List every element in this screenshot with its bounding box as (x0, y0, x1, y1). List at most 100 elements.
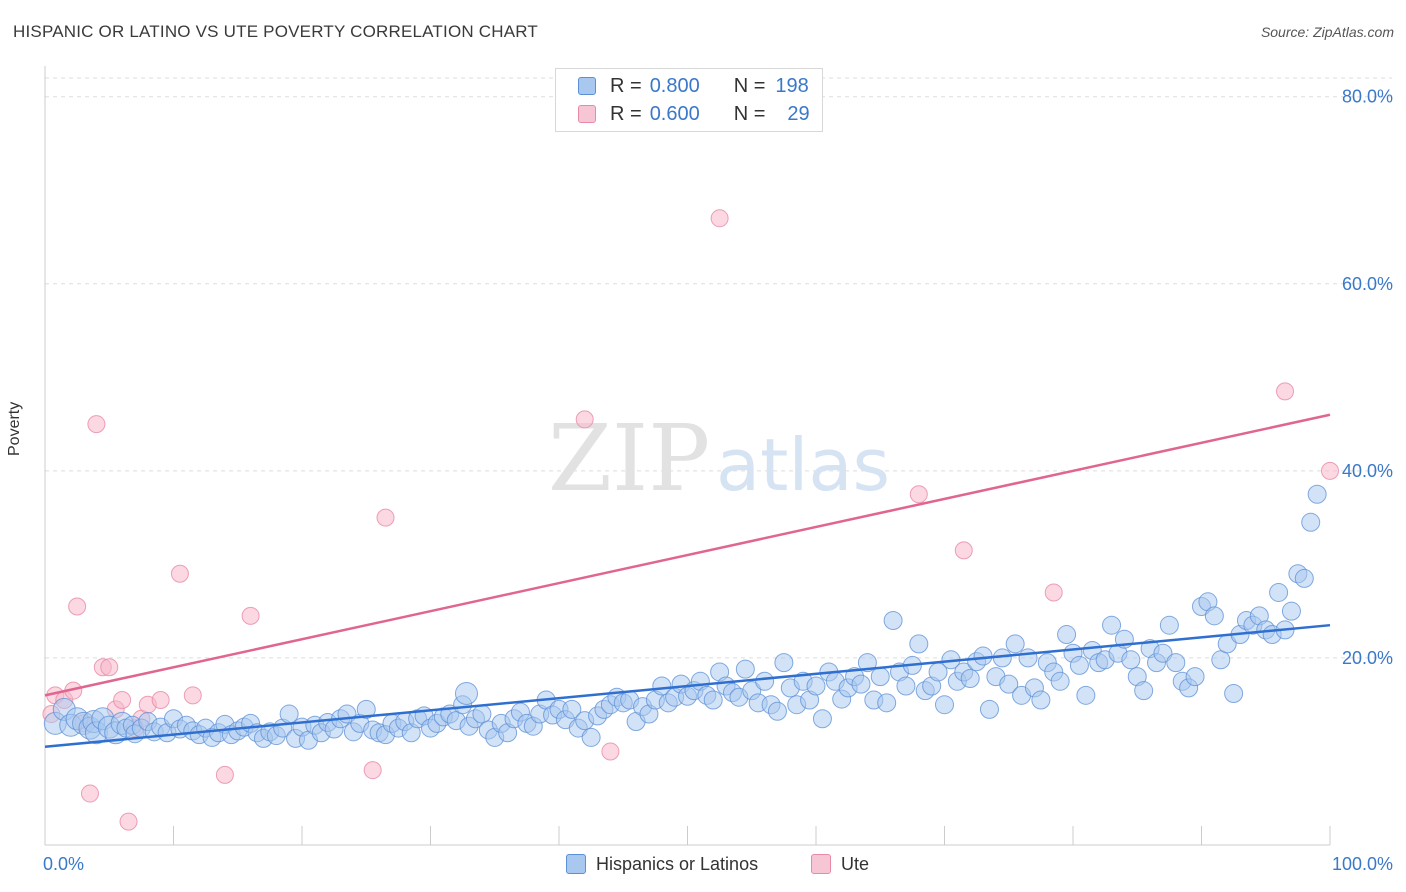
hispanic-point (896, 676, 916, 696)
hispanic-point (1224, 683, 1244, 703)
hispanic-point (1185, 667, 1205, 687)
x-tick-label: 0.0% (43, 854, 84, 874)
ute-point (241, 606, 260, 625)
ute-point (170, 564, 189, 583)
chart-title: HISPANIC OR LATINO VS UTE POVERTY CORREL… (13, 22, 539, 41)
legend-r-value: 0.800 (649, 74, 700, 97)
hispanic-point (767, 701, 787, 721)
bottom-legend-label: Ute (841, 853, 870, 874)
hispanic-point (1102, 615, 1122, 635)
hispanic-point (581, 727, 601, 747)
ute-point (710, 209, 729, 228)
correlation-legend: R = 0.800 N = 198 R = 0.600 N = 29 (555, 68, 823, 132)
tick-labels: 20.0% 40.0% 60.0% 80.0% 0.0% 100.0% (43, 87, 1393, 874)
hispanic-point (1281, 601, 1301, 621)
ute-point (575, 410, 594, 429)
hispanic-trend-line (44, 623, 1331, 749)
hispanic-point (1159, 615, 1179, 635)
y-tick-label: 60.0% (1342, 274, 1393, 294)
hispanic-point (999, 674, 1019, 694)
hispanic-point (812, 709, 832, 729)
ute-point (68, 597, 87, 616)
ute-point (954, 541, 973, 560)
hispanic-point (1069, 655, 1089, 675)
ute-point (151, 691, 170, 710)
ute-point (376, 508, 395, 527)
bottom-legend-hispanic: Hispanics or Latinos (566, 852, 758, 876)
hispanic-point (979, 699, 999, 719)
hispanic-point (1153, 643, 1173, 663)
hispanic-point (1057, 625, 1077, 645)
hispanic-point (1269, 582, 1289, 602)
bottom-swatch-blue (566, 854, 586, 874)
legend-n-value: 198 (775, 74, 809, 97)
hispanic-point (652, 676, 672, 696)
hispanic-points (43, 484, 1327, 750)
hispanic-point (1031, 690, 1051, 710)
legend-r-value: 0.600 (649, 102, 700, 125)
ute-point (113, 691, 132, 710)
ute-point (1276, 382, 1295, 401)
hispanic-point (1166, 653, 1186, 673)
hispanic-point (1204, 606, 1224, 626)
y-tick-label: 80.0% (1342, 87, 1393, 107)
legend-n-label: N = (733, 102, 766, 125)
hispanic-point (960, 669, 980, 689)
hispanic-point (1050, 671, 1070, 691)
bottom-legend-label: Hispanics or Latinos (596, 853, 759, 874)
legend-swatch-pink (578, 105, 596, 123)
ute-point (100, 658, 119, 677)
legend-swatch-blue (578, 77, 596, 95)
ute-point (909, 485, 928, 504)
legend-n-label: N = (733, 74, 766, 97)
ute-point (215, 765, 234, 784)
hispanic-point (1076, 685, 1096, 705)
source-label: Source: ZipAtlas.com (1260, 24, 1394, 40)
hispanic-point (806, 676, 826, 696)
watermark-zip: ZIP (548, 405, 710, 512)
hispanic-point (883, 611, 903, 631)
trend-lines (44, 413, 1331, 749)
hispanic-point (877, 693, 897, 713)
y-tick-label: 20.0% (1342, 648, 1393, 668)
hispanic-point (356, 699, 376, 719)
ute-point (80, 784, 99, 803)
hispanic-point (1307, 484, 1327, 504)
hispanic-point (851, 674, 871, 694)
hispanic-point (973, 646, 993, 666)
ute-point (601, 742, 620, 761)
hispanic-point (870, 667, 890, 687)
hispanic-point (755, 671, 775, 691)
legend-r-label: R = (610, 74, 642, 97)
hispanic-point (1294, 568, 1314, 588)
ute-point (119, 812, 138, 831)
ute-point (183, 686, 202, 705)
hispanic-point (857, 653, 877, 673)
hispanic-point (562, 699, 582, 719)
legend-row-hispanic: R = 0.800 N = 198 (578, 72, 809, 100)
hispanic-point (1121, 650, 1141, 670)
watermark-atlas: atlas (716, 423, 890, 507)
legend-row-ute: R = 0.600 N = 29 (578, 100, 810, 128)
legend-r-label: R = (610, 102, 642, 125)
bottom-swatch-pink (811, 854, 831, 874)
hispanic-point (1211, 650, 1231, 670)
ute-point (1321, 461, 1339, 480)
gridlines (45, 77, 1392, 659)
hispanic-point (1134, 681, 1154, 701)
ute-point (363, 761, 382, 780)
hispanic-point (1301, 512, 1321, 532)
hispanic-point (735, 659, 755, 679)
ute-point (87, 415, 106, 434)
hispanic-point (454, 681, 478, 705)
ute-trend-line (44, 413, 1331, 697)
hispanic-point (935, 695, 954, 715)
bottom-legend-ute: Ute (811, 852, 869, 876)
hispanic-point (472, 704, 492, 724)
x-tick-label: 100.0% (1332, 854, 1393, 874)
ute-point (1044, 583, 1063, 602)
hispanic-point (774, 653, 794, 673)
hispanic-point (1005, 634, 1025, 654)
hispanic-point (1018, 648, 1038, 668)
